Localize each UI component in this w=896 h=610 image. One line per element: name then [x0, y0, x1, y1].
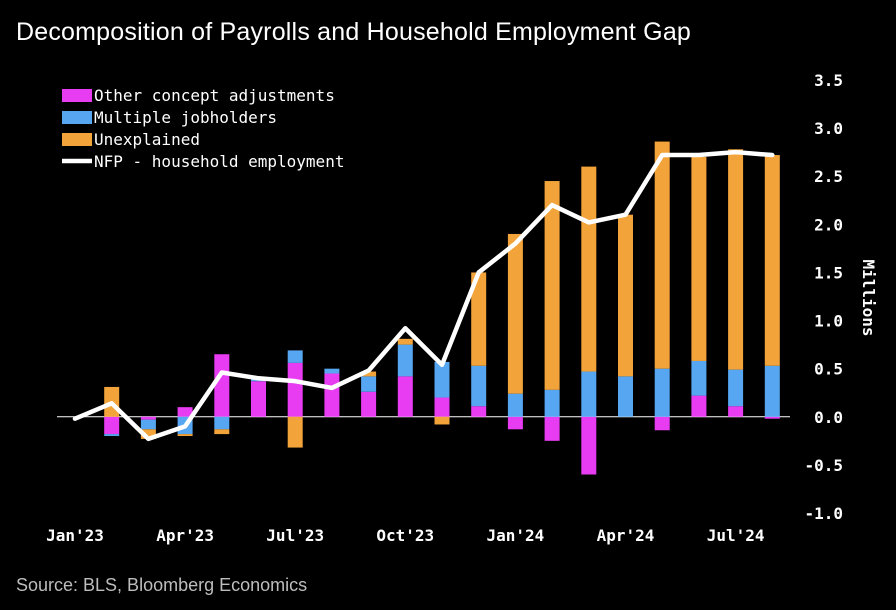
bar-multiple-jobholders-2024-05 [654, 368, 670, 417]
bar-other-concept-adjustments-2024-03 [581, 416, 597, 475]
x-tick-label: Apr'24 [597, 526, 655, 545]
bar-multiple-jobholders-2023-12 [471, 365, 487, 407]
bar-unexplained-2024-06 [691, 156, 707, 361]
bar-unexplained-2024-02 [544, 181, 560, 390]
y-tick-label: 0.0 [814, 408, 843, 427]
y-tick-label: -1.0 [804, 504, 843, 523]
bar-multiple-jobholders-2024-01 [507, 393, 523, 417]
bar-unexplained-2023-12 [471, 272, 487, 366]
bar-multiple-jobholders-2024-08 [764, 365, 780, 417]
legend-label: Unexplained [94, 130, 200, 149]
legend-swatch [62, 133, 92, 146]
legend-label: Other concept adjustments [94, 86, 335, 105]
x-tick-label: Oct'23 [376, 526, 434, 545]
bar-other-concept-adjustments-2024-01 [507, 416, 523, 430]
bar-other-concept-adjustments-2024-02 [544, 416, 560, 441]
bar-unexplained-2023-03 [140, 429, 156, 439]
legend-swatch [62, 111, 92, 124]
bar-other-concept-adjustments-2023-07 [287, 362, 303, 417]
bar-unexplained-2024-03 [581, 166, 597, 372]
bar-other-concept-adjustments-2023-06 [251, 381, 266, 417]
bar-other-concept-adjustments-2023-02 [104, 416, 120, 435]
x-tick-label: Apr'23 [156, 526, 214, 545]
bar-other-concept-adjustments-2023-12 [471, 406, 487, 417]
bar-other-concept-adjustments-2024-08 [764, 416, 780, 419]
bar-other-concept-adjustments-2024-05 [654, 416, 670, 431]
bar-multiple-jobholders-2023-09 [361, 376, 377, 392]
x-tick-label: Jul'24 [707, 526, 765, 545]
legend-label: NFP - household employment [94, 152, 344, 171]
legend-item: NFP - household employment [62, 152, 344, 171]
bar-other-concept-adjustments-2023-09 [361, 391, 377, 417]
bar-unexplained-2023-07 [287, 416, 303, 448]
y-tick-label: 3.0 [814, 119, 843, 138]
bar-multiple-jobholders-2024-06 [691, 360, 707, 396]
bar-other-concept-adjustments-2023-11 [434, 397, 450, 417]
bar-multiple-jobholders-2024-07 [728, 369, 744, 407]
y-tick-label: 2.0 [814, 215, 843, 234]
bar-unexplained-2023-10 [397, 338, 413, 345]
bar-multiple-jobholders-2023-07 [287, 350, 303, 363]
bar-other-concept-adjustments-2023-05 [214, 354, 230, 417]
bar-other-concept-adjustments-2023-08 [324, 373, 340, 417]
bar-unexplained-2024-05 [654, 141, 670, 369]
bar-unexplained-2024-07 [728, 149, 744, 370]
legend-label: Multiple jobholders [94, 108, 277, 127]
bar-multiple-jobholders-2024-03 [581, 371, 597, 417]
bar-multiple-jobholders-2023-11 [434, 361, 450, 398]
bar-other-concept-adjustments-2023-03 [140, 416, 156, 420]
bar-unexplained-2024-08 [764, 155, 780, 366]
bar-other-concept-adjustments-2024-07 [728, 406, 744, 417]
legend-item: Other concept adjustments [62, 86, 335, 105]
line-nfp-household-gap [72, 149, 775, 442]
bar-other-concept-adjustments-2024-06 [691, 395, 707, 417]
bar-multiple-jobholders-2023-08 [324, 368, 340, 374]
x-tick-label: Jan'24 [487, 526, 545, 545]
y-axis-label: Millions [859, 259, 878, 336]
y-tick-label: 2.5 [814, 167, 843, 186]
y-tick-label: 1.5 [814, 263, 843, 282]
y-tick-label: -0.5 [804, 456, 843, 475]
bar-multiple-jobholders-2023-03 [140, 419, 156, 430]
x-tick-label: Jul'23 [266, 526, 324, 545]
bar-unexplained-2023-05 [214, 429, 230, 435]
bar-other-concept-adjustments-2023-04 [177, 407, 193, 417]
bar-unexplained-2023-11 [434, 416, 450, 425]
y-tick-label: 0.5 [814, 360, 843, 379]
bar-multiple-jobholders-2024-04 [618, 376, 633, 417]
bar-multiple-jobholders-2023-10 [397, 344, 413, 377]
source-note: Source: BLS, Bloomberg Economics [16, 575, 308, 595]
y-tick-label: 1.0 [814, 312, 843, 331]
bar-multiple-jobholders-2024-02 [544, 389, 560, 417]
bar-multiple-jobholders-2023-02 [104, 434, 120, 437]
legend-item: Multiple jobholders [62, 108, 277, 127]
x-tick-label: Jan'23 [46, 526, 104, 545]
bar-unexplained-2024-04 [618, 214, 633, 377]
bar-multiple-jobholders-2023-05 [214, 416, 230, 430]
legend-item: Unexplained [62, 130, 200, 149]
bar-unexplained-2023-04 [177, 434, 193, 437]
bar-unexplained-2024-01 [507, 233, 523, 394]
y-tick-label: 3.5 [814, 71, 843, 90]
chart-title: Decomposition of Payrolls and Household … [16, 18, 692, 46]
bar-unexplained-2023-09 [361, 371, 377, 377]
legend-swatch [62, 89, 92, 102]
bar-other-concept-adjustments-2023-10 [397, 376, 413, 417]
